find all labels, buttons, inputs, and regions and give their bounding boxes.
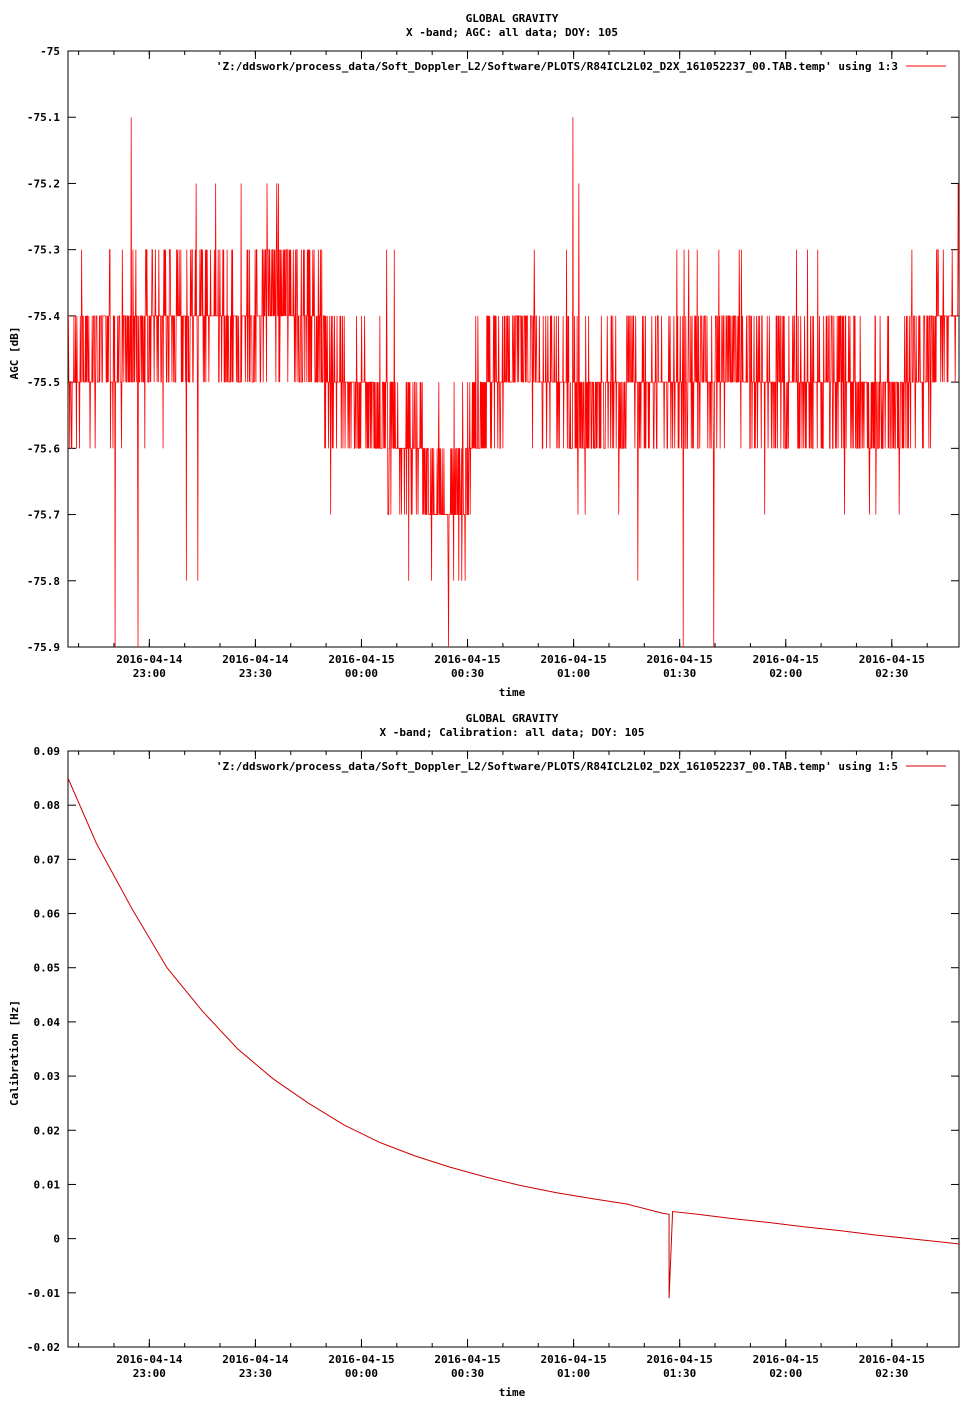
y-tick-label: -0.02: [27, 1341, 60, 1354]
y-tick-label: -75.5: [27, 376, 60, 389]
y-tick-label: -75.2: [27, 177, 60, 190]
x-tick-date-label: 2016-04-14: [222, 653, 289, 666]
x-tick-date-label: 2016-04-15: [328, 653, 394, 666]
x-tick-time-label: 01:00: [557, 1367, 590, 1380]
x-tick-time-label: 23:30: [239, 667, 272, 680]
x-tick-time-label: 23:00: [133, 667, 166, 680]
x-tick-time-label: 02:00: [769, 667, 802, 680]
y-axis-label: Calibration [Hz]: [8, 1000, 21, 1106]
y-tick-label: 0.07: [34, 853, 61, 866]
y-tick-label: -75.8: [27, 575, 60, 588]
y-tick-label: -75.9: [27, 641, 60, 654]
series-line-agc: [68, 117, 959, 647]
x-tick-time-label: 01:30: [663, 1367, 696, 1380]
y-tick-label: -0.01: [27, 1287, 60, 1300]
x-tick-date-label: 2016-04-14: [222, 1353, 289, 1366]
y-tick-label: 0.03: [34, 1070, 61, 1083]
x-tick-date-label: 2016-04-15: [540, 653, 606, 666]
series-line-calibration: [68, 777, 959, 1299]
x-tick-date-label: 2016-04-15: [647, 653, 713, 666]
y-tick-label: -75.3: [27, 244, 60, 257]
y-tick-label: 0: [53, 1233, 60, 1246]
x-tick-time-label: 01:00: [557, 667, 590, 680]
x-tick-date-label: 2016-04-15: [753, 653, 819, 666]
x-axis-label: time: [499, 686, 526, 699]
y-tick-label: 0.08: [34, 799, 61, 812]
x-tick-time-label: 00:30: [451, 667, 484, 680]
x-tick-date-label: 2016-04-15: [647, 1353, 713, 1366]
x-tick-date-label: 2016-04-15: [753, 1353, 819, 1366]
y-tick-label: -75.4: [27, 310, 60, 323]
y-tick-label: 0.04: [34, 1016, 61, 1029]
y-tick-label: 0.05: [34, 962, 61, 975]
x-tick-time-label: 23:00: [133, 1367, 166, 1380]
x-tick-date-label: 2016-04-14: [116, 1353, 183, 1366]
chart-title: GLOBAL GRAVITY: [466, 12, 559, 25]
x-tick-time-label: 02:30: [875, 1367, 908, 1380]
chart-subtitle: X -band; AGC: all data; DOY: 105: [406, 26, 618, 39]
chart-subtitle: X -band; Calibration: all data; DOY: 105: [380, 726, 645, 739]
legend-label: 'Z:/ddswork/process_data/Soft_Doppler_L2…: [216, 760, 898, 773]
x-tick-date-label: 2016-04-15: [434, 1353, 500, 1366]
y-axis-label: AGC [dB]: [8, 327, 21, 380]
x-tick-time-label: 02:00: [769, 1367, 802, 1380]
x-tick-time-label: 01:30: [663, 667, 696, 680]
y-tick-label: 0.09: [34, 745, 61, 758]
x-tick-date-label: 2016-04-15: [859, 1353, 925, 1366]
x-tick-date-label: 2016-04-15: [540, 1353, 606, 1366]
x-tick-date-label: 2016-04-15: [859, 653, 925, 666]
y-tick-label: -75.1: [27, 111, 60, 124]
x-tick-time-label: 00:30: [451, 1367, 484, 1380]
x-tick-time-label: 00:00: [345, 1367, 378, 1380]
x-tick-time-label: 02:30: [875, 667, 908, 680]
chart-title: GLOBAL GRAVITY: [466, 712, 559, 725]
legend-label: 'Z:/ddswork/process_data/Soft_Doppler_L2…: [216, 60, 898, 73]
x-tick-time-label: 23:30: [239, 1367, 272, 1380]
y-tick-label: 0.02: [34, 1124, 61, 1137]
x-axis-label: time: [499, 1386, 526, 1399]
y-tick-label: -75.7: [27, 509, 60, 522]
plot-frame: [67, 750, 960, 1348]
x-tick-time-label: 00:00: [345, 667, 378, 680]
plot-frame: [67, 50, 960, 648]
y-tick-label: -75.6: [27, 442, 60, 455]
x-tick-date-label: 2016-04-15: [434, 653, 500, 666]
y-tick-label: 0.06: [34, 908, 61, 921]
x-tick-date-label: 2016-04-14: [116, 653, 183, 666]
y-tick-label: -75: [40, 45, 60, 58]
y-tick-label: 0.01: [34, 1178, 61, 1191]
x-tick-date-label: 2016-04-15: [328, 1353, 394, 1366]
